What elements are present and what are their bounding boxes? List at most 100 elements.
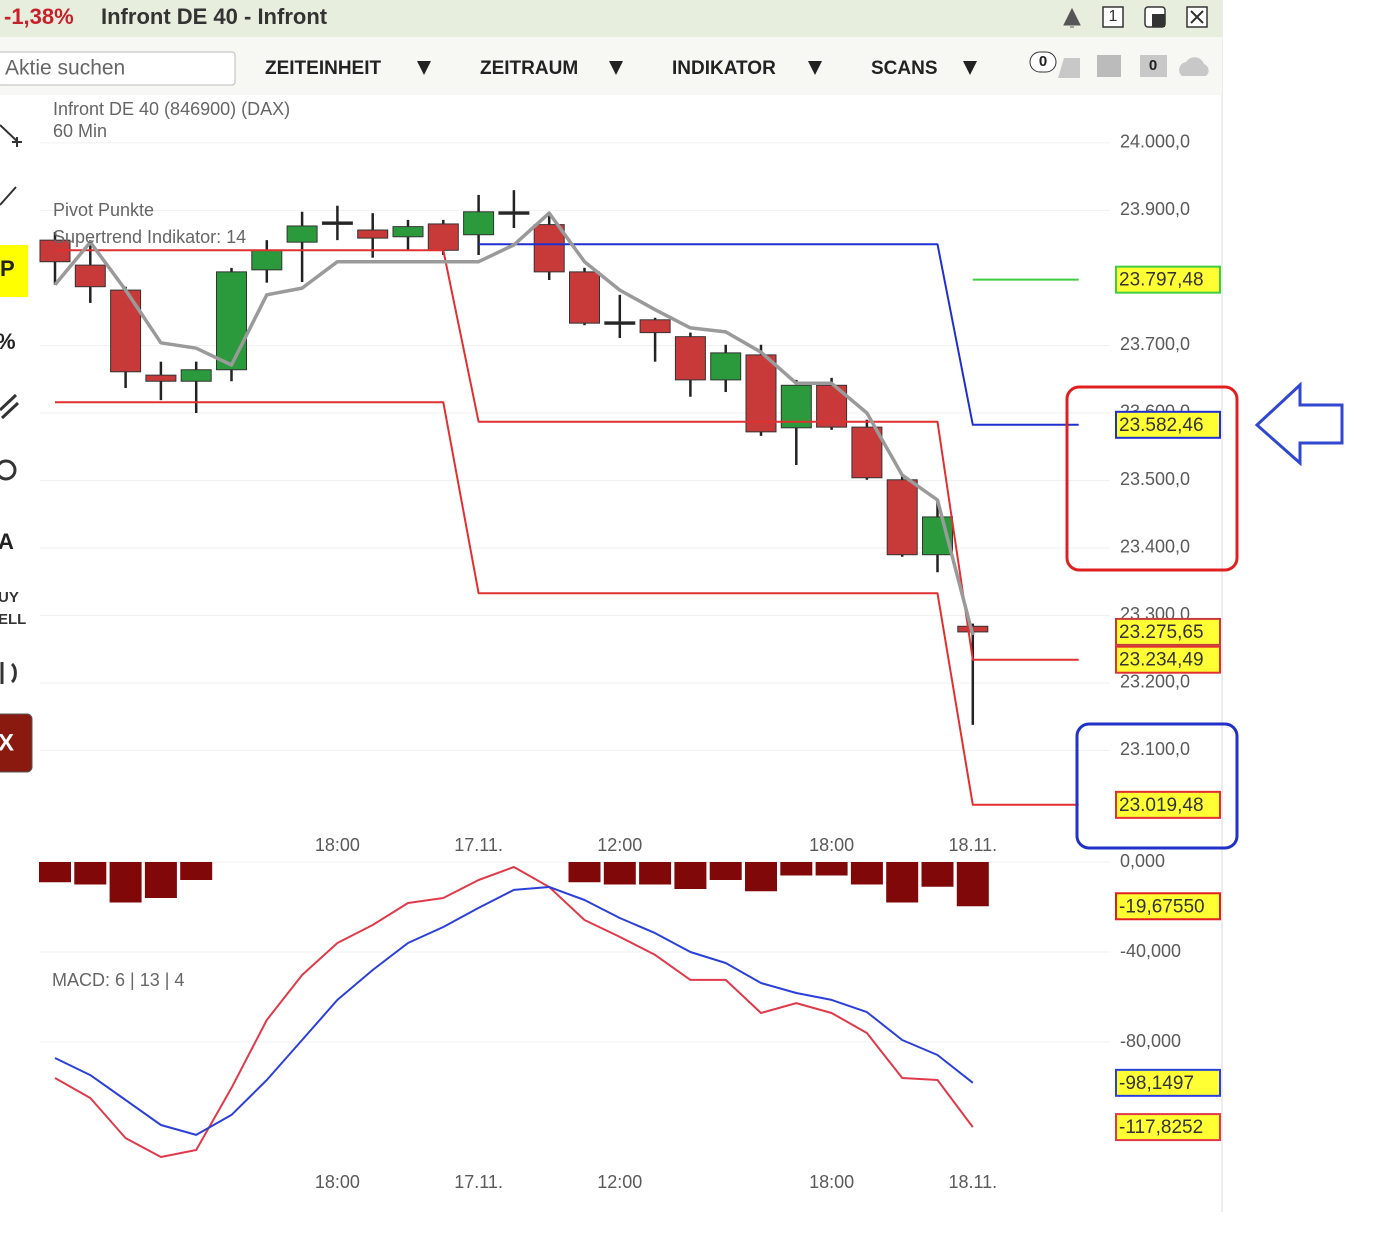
y-tick-label: 23.400,0 bbox=[1120, 537, 1190, 557]
sidebar-label: UY bbox=[0, 589, 19, 606]
candle-body bbox=[427, 223, 459, 251]
sidebar-label: ELL bbox=[0, 611, 26, 628]
x-tick-label: 18.11. bbox=[948, 1172, 997, 1192]
histogram-bar bbox=[709, 862, 742, 880]
y-tick-label: 24.000,0 bbox=[1120, 132, 1190, 152]
bell-icon[interactable] bbox=[1063, 7, 1081, 28]
x-tick-label: 17.11. bbox=[454, 1172, 503, 1192]
menu-arrow[interactable] bbox=[808, 61, 822, 75]
candle-body bbox=[251, 249, 283, 271]
chart-subtitle: 60 Min bbox=[53, 121, 107, 141]
candle-body bbox=[533, 224, 565, 273]
histogram-bar bbox=[144, 862, 177, 898]
y-tick-label: 23.200,0 bbox=[1120, 672, 1190, 692]
value-label-box bbox=[1115, 410, 1221, 439]
menu-zeiteinheit[interactable]: ZEITEINHEIT bbox=[265, 58, 382, 79]
histogram-bar bbox=[109, 862, 142, 903]
legend-entry: Supertrend Indikator: 14 bbox=[53, 227, 246, 247]
menu-arrow[interactable] bbox=[417, 61, 431, 75]
y-tick-label: 0,000 bbox=[1120, 851, 1165, 871]
value-label-box bbox=[1115, 892, 1221, 921]
chart-title: Infront DE 40 (846900) (DAX) bbox=[53, 99, 290, 119]
pin-button[interactable] bbox=[1102, 6, 1124, 28]
candle-body bbox=[745, 354, 777, 433]
x-tick-label: 17.11. bbox=[454, 835, 503, 855]
x-tick-label: 18.11. bbox=[948, 835, 997, 855]
candle-body bbox=[710, 352, 742, 381]
histogram-bar bbox=[74, 862, 107, 885]
candle-body bbox=[886, 479, 918, 556]
counter: 0 bbox=[1149, 57, 1157, 74]
alarm-icon[interactable] bbox=[1058, 58, 1080, 78]
y-tick-label: 23.900,0 bbox=[1120, 199, 1190, 219]
histogram-bar bbox=[780, 862, 813, 876]
value-label: 23.582,46 bbox=[1119, 415, 1204, 436]
channel-tool[interactable] bbox=[0, 393, 20, 420]
macd-plot bbox=[39, 862, 989, 1158]
highlight-box bbox=[1075, 722, 1239, 850]
candle-body bbox=[639, 319, 671, 334]
value-label-box bbox=[1115, 1068, 1221, 1097]
x-tick-label: 12:00 bbox=[597, 835, 642, 855]
last-price-label: 23.275,65 bbox=[1119, 622, 1204, 643]
x-tick-label: 18:00 bbox=[809, 835, 854, 855]
x-tick-label: 18:00 bbox=[809, 1172, 854, 1192]
search-input[interactable] bbox=[0, 51, 236, 86]
histogram-bar bbox=[815, 862, 848, 876]
highlight-box bbox=[1065, 385, 1239, 572]
candle-body bbox=[851, 426, 883, 479]
list-icon[interactable] bbox=[1097, 55, 1121, 77]
candle-body bbox=[357, 229, 389, 239]
pivot-tool[interactable] bbox=[0, 245, 28, 297]
line-tool[interactable] bbox=[0, 186, 17, 206]
candle-body bbox=[216, 271, 247, 371]
value-label: 23.234,49 bbox=[1119, 650, 1204, 671]
circle-tool[interactable] bbox=[0, 459, 17, 481]
histogram-bar bbox=[850, 862, 883, 885]
histogram-bar bbox=[603, 862, 636, 885]
histogram-bar bbox=[568, 862, 601, 883]
y-tick-label: -80,000 bbox=[1120, 1031, 1181, 1051]
y-tick-label: 23.100,0 bbox=[1120, 739, 1190, 759]
menu-indikator[interactable]: INDIKATOR bbox=[672, 58, 776, 79]
cloud-icon[interactable] bbox=[1179, 57, 1209, 76]
menu-arrow[interactable] bbox=[963, 61, 977, 75]
histogram-bar bbox=[956, 862, 989, 907]
candle-body bbox=[569, 271, 600, 324]
histogram-bar bbox=[921, 862, 954, 887]
candle-body bbox=[674, 336, 706, 381]
menu-scans[interactable]: SCANS bbox=[871, 58, 938, 79]
line bbox=[55, 249, 1079, 661]
candle-body bbox=[180, 369, 212, 382]
sidebar-label: A bbox=[0, 529, 14, 554]
line bbox=[53, 211, 975, 636]
sound-tool[interactable] bbox=[0, 662, 17, 684]
macd-title: MACD: 6 | 13 | 4 bbox=[52, 970, 184, 990]
window-icon bbox=[1152, 14, 1165, 27]
histogram-bar bbox=[745, 862, 777, 892]
value-label-box bbox=[1115, 1113, 1221, 1142]
window-title: Infront DE 40 - Infront bbox=[101, 4, 328, 29]
value-label: -117,8252 bbox=[1119, 1117, 1203, 1138]
value-label: 23.797,48 bbox=[1119, 270, 1204, 291]
counter-badge[interactable] bbox=[1140, 55, 1167, 77]
histogram-bar bbox=[886, 862, 919, 903]
menu-zeitraum[interactable]: ZEITRAUM bbox=[480, 58, 578, 79]
value-label-box bbox=[1115, 790, 1221, 819]
legend-entry: Pivot Punkte bbox=[53, 200, 154, 220]
close-icon bbox=[1190, 10, 1204, 24]
delete-button[interactable] bbox=[0, 713, 33, 773]
arrow bbox=[1254, 381, 1344, 467]
candle-body bbox=[604, 321, 636, 325]
menu-arrow[interactable] bbox=[609, 61, 623, 75]
cursor-tool[interactable] bbox=[0, 124, 22, 147]
macd-axis: 0,000 -40,000 -80,000 18:00 17.11. 12:00 18:00… bbox=[315, 851, 1181, 1192]
value-label-box bbox=[1115, 265, 1221, 294]
candle-body bbox=[498, 211, 530, 215]
price-plot bbox=[39, 190, 1079, 806]
sidebar-label: P bbox=[0, 256, 15, 281]
counter-badge[interactable] bbox=[1029, 51, 1057, 73]
counter: 0 bbox=[1039, 53, 1047, 70]
